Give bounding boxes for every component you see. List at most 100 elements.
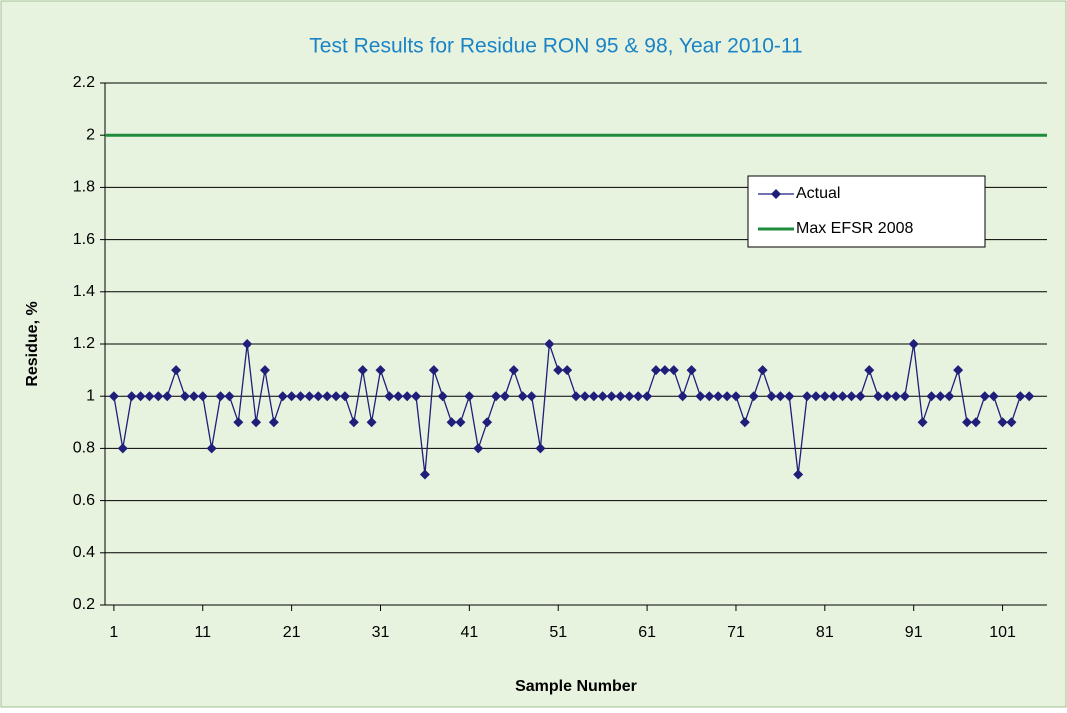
y-tick-label: 2.2 (73, 74, 95, 91)
data-point (508, 365, 519, 376)
data-point (286, 391, 297, 402)
data-point (366, 417, 377, 428)
data-point (953, 365, 964, 376)
data-point (730, 391, 741, 402)
data-point (313, 391, 324, 402)
data-point (642, 391, 653, 402)
data-point (766, 391, 777, 402)
data-point (162, 391, 173, 402)
data-point (339, 391, 350, 402)
data-point (375, 365, 386, 376)
data-point (428, 365, 439, 376)
data-point (757, 365, 768, 376)
data-point (633, 391, 644, 402)
data-point (411, 391, 422, 402)
data-point (962, 417, 973, 428)
data-point (775, 391, 786, 402)
data-point (837, 391, 848, 402)
y-tick-label: 2 (86, 126, 95, 143)
data-point (526, 391, 537, 402)
data-point (482, 417, 493, 428)
data-point (517, 391, 528, 402)
data-point (988, 391, 999, 402)
data-point (206, 443, 217, 454)
x-tick-label: 31 (372, 624, 390, 641)
data-point (650, 365, 661, 376)
data-point (491, 391, 502, 402)
data-point (544, 339, 555, 349)
data-point (615, 391, 626, 402)
data-point (579, 391, 590, 402)
data-point (499, 391, 510, 402)
data-point (251, 417, 262, 428)
data-point (402, 391, 413, 402)
x-tick-label: 41 (460, 624, 478, 641)
x-tick-label: 51 (549, 624, 567, 641)
y-axis-label: Residue, % (24, 301, 41, 386)
data-point (224, 391, 235, 402)
legend-label: Actual (796, 185, 840, 202)
data-point (704, 391, 715, 402)
data-point (624, 391, 635, 402)
data-point (144, 391, 155, 402)
data-point (802, 391, 813, 402)
y-tick-label: 0.4 (73, 544, 95, 561)
x-tick-label: 11 (194, 624, 211, 641)
data-point (739, 417, 750, 428)
y-tick-label: 1 (86, 387, 95, 404)
data-point (882, 391, 893, 402)
data-point (571, 391, 581, 402)
data-point (419, 469, 430, 480)
data-point (722, 391, 733, 402)
y-tick-label: 0.6 (73, 492, 95, 509)
data-point (277, 391, 288, 402)
data-point (117, 443, 128, 454)
data-point (393, 391, 404, 402)
legend-label: Max EFSR 2008 (796, 220, 913, 237)
data-point (322, 391, 333, 402)
data-point (970, 417, 981, 428)
data-point (997, 417, 1008, 428)
data-point (926, 391, 937, 402)
data-point (215, 391, 226, 402)
x-tick-label: 71 (727, 624, 745, 641)
data-point (153, 391, 164, 402)
data-point (873, 391, 884, 402)
data-point (588, 391, 599, 402)
data-point (606, 391, 617, 402)
data-point (473, 443, 484, 454)
x-tick-label: 61 (638, 624, 656, 641)
data-point (384, 391, 395, 402)
y-tick-label: 1.6 (73, 231, 95, 248)
data-point (979, 391, 990, 402)
data-point (295, 391, 306, 402)
data-point (259, 365, 270, 376)
data-point (1015, 391, 1026, 402)
y-tick-label: 1.2 (73, 335, 95, 352)
data-point (197, 391, 208, 402)
data-point (793, 469, 804, 480)
data-point (242, 339, 253, 349)
data-point (908, 339, 919, 349)
data-point (331, 391, 342, 402)
data-point (1024, 391, 1035, 402)
data-line (113, 343, 1030, 475)
x-axis-label: Sample Number (515, 678, 637, 695)
x-tick-label: 101 (989, 624, 1016, 641)
data-point (659, 365, 670, 376)
chart-title: Test Results for Residue RON 95 & 98, Ye… (309, 35, 802, 58)
data-point (562, 365, 573, 376)
data-point (268, 417, 279, 428)
x-tick-label: 91 (905, 624, 923, 641)
data-point (864, 365, 875, 376)
data-point (1006, 417, 1017, 428)
legend-box (747, 175, 986, 248)
data-point (819, 391, 830, 402)
data-point (553, 365, 564, 376)
x-tick-label: 1 (109, 624, 118, 641)
data-point (348, 417, 359, 428)
data-point (188, 391, 199, 402)
data-point (677, 391, 688, 402)
